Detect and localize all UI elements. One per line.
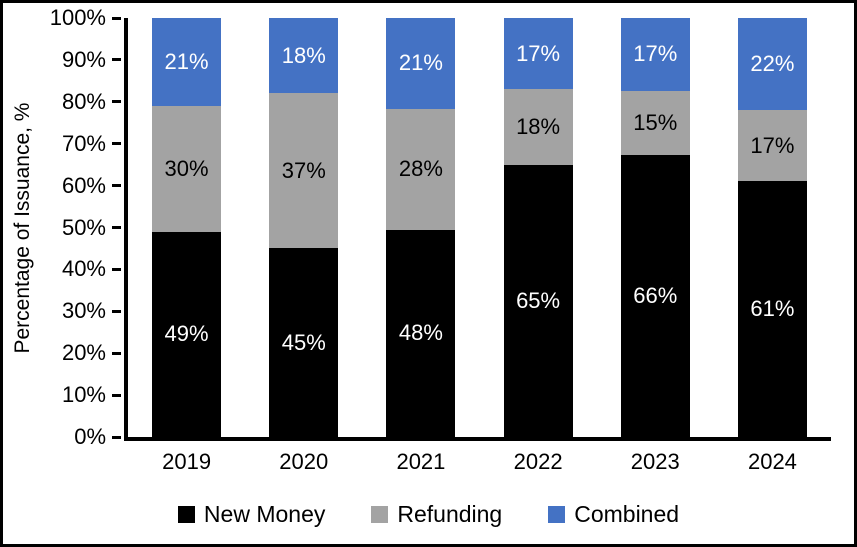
- x-axis-label: 2023: [630, 449, 680, 474]
- stacked-bar-2022: 17% 18% 65%: [503, 18, 573, 437]
- data-label: 65%: [516, 287, 561, 313]
- y-axis-tick: [112, 100, 121, 104]
- legend-label: Refunding: [397, 501, 503, 527]
- bar-segment-combined: 22%: [737, 18, 807, 111]
- x-axis-labels: 2019 2020 2021 2022 2023 2024: [128, 449, 831, 475]
- bar-slot: 17% 15% 66%: [597, 18, 714, 437]
- data-label: 37%: [281, 157, 326, 183]
- bar-segment-refunding: 17%: [737, 110, 807, 182]
- y-axis-tick: [112, 393, 121, 397]
- data-label: 15%: [633, 109, 678, 135]
- y-tick-label: 30%: [61, 298, 106, 324]
- y-tick-label: 0%: [74, 424, 106, 449]
- bar-segment-combined: 17%: [503, 18, 573, 90]
- y-tick-label: 100%: [49, 5, 106, 30]
- y-axis-title: Percentage of Issuance, %: [11, 102, 34, 354]
- y-axis-line: [124, 18, 128, 441]
- data-label: 17%: [633, 41, 678, 67]
- y-tick-label: 50%: [61, 214, 106, 240]
- y-tick-label: 80%: [61, 88, 106, 114]
- legend-item-refunding: Refunding: [371, 501, 502, 528]
- x-axis-label: 2021: [396, 449, 446, 474]
- data-label: 30%: [164, 155, 209, 181]
- bar-segment-combined: 18%: [269, 18, 339, 94]
- data-label: 61%: [750, 296, 795, 322]
- legend-marker: [177, 506, 195, 523]
- data-label: 45%: [281, 329, 326, 355]
- bar-segment-combined: 17%: [620, 18, 690, 91]
- bar-segment-new-money: 66%: [620, 154, 690, 437]
- bar-slot: 17% 18% 65%: [480, 18, 597, 437]
- bar-segment-new-money: 61%: [737, 181, 807, 437]
- stacked-bar-2023: 17% 15% 66%: [620, 18, 690, 437]
- legend-label: Combined: [574, 501, 680, 527]
- data-label: 21%: [398, 50, 443, 76]
- y-axis-tick: [112, 267, 121, 271]
- x-axis-label: 2022: [513, 449, 563, 474]
- bar-slot: 18% 37% 45%: [245, 18, 362, 437]
- bar-segment-new-money: 49%: [152, 231, 222, 437]
- bar-segment-refunding: 37%: [269, 93, 339, 249]
- bars-container: 21% 30% 49% 18% 37% 45% 21% 28% 48% 17% 18% 65% 17% 1…: [128, 18, 831, 437]
- data-label: 48%: [398, 320, 443, 346]
- y-axis-tick: [112, 226, 121, 229]
- stacked-bar-2020: 18% 37% 45%: [269, 18, 339, 437]
- data-label: 21%: [164, 48, 209, 74]
- bar-segment-refunding: 30%: [152, 105, 222, 232]
- bar-segment-refunding: 15%: [620, 90, 690, 155]
- bar-segment-refunding: 28%: [386, 108, 456, 230]
- bar-slot: 22% 17% 61%: [714, 18, 831, 437]
- y-tick-label: 10%: [61, 382, 106, 408]
- y-axis-tick: [112, 16, 121, 20]
- bar-segment-new-money: 48%: [386, 229, 456, 437]
- data-label: 28%: [398, 156, 443, 182]
- bar-segment-combined: 21%: [152, 18, 222, 106]
- data-label: 17%: [516, 40, 561, 66]
- data-label: 22%: [750, 51, 795, 77]
- x-axis-label: 2024: [747, 449, 797, 474]
- legend-marker: [548, 506, 566, 523]
- legend-label: New Money: [203, 501, 326, 527]
- plot-area: 0% 10% 20% 30% 40% 50% 60% 70% 80% 90% 100% 21% 30% 4…: [50, 5, 831, 449]
- data-label: 66%: [633, 282, 678, 308]
- y-axis-tick: [112, 309, 121, 313]
- bar-slot: 21% 30% 49%: [128, 18, 245, 437]
- y-tick-label: 90%: [61, 46, 106, 72]
- bar-slot: 21% 28% 48%: [362, 18, 479, 437]
- y-axis-tick: [112, 184, 121, 188]
- y-tick-label: 60%: [61, 172, 106, 198]
- x-axis-line: [124, 437, 831, 441]
- legend: New Money Refunding Combined: [3, 501, 854, 528]
- y-axis-tick: [112, 351, 121, 355]
- data-label: 17%: [750, 132, 795, 158]
- stacked-bar-2021: 21% 28% 48%: [386, 18, 456, 437]
- legend-item-combined: Combined: [548, 501, 679, 528]
- legend-item-new-money: New Money: [177, 501, 326, 528]
- y-axis-tick: [112, 142, 121, 146]
- y-tick-label: 40%: [61, 256, 106, 282]
- data-label: 49%: [164, 321, 209, 347]
- bar-segment-refunding: 18%: [503, 89, 573, 165]
- y-axis-tick: [112, 435, 121, 439]
- stacked-bar-2019: 21% 30% 49%: [152, 18, 222, 437]
- legend-marker: [371, 506, 389, 523]
- data-label: 18%: [281, 42, 326, 68]
- data-label: 18%: [516, 113, 561, 139]
- bar-segment-new-money: 45%: [269, 248, 339, 437]
- bar-segment-new-money: 65%: [503, 164, 573, 437]
- bar-segment-combined: 21%: [386, 18, 456, 109]
- stacked-bar-2024: 22% 17% 61%: [737, 18, 807, 437]
- y-tick-label: 70%: [61, 130, 106, 156]
- y-axis-tick: [112, 58, 121, 62]
- x-axis-label: 2019: [162, 449, 212, 474]
- x-axis-label: 2020: [279, 449, 329, 474]
- y-tick-label: 20%: [61, 340, 106, 366]
